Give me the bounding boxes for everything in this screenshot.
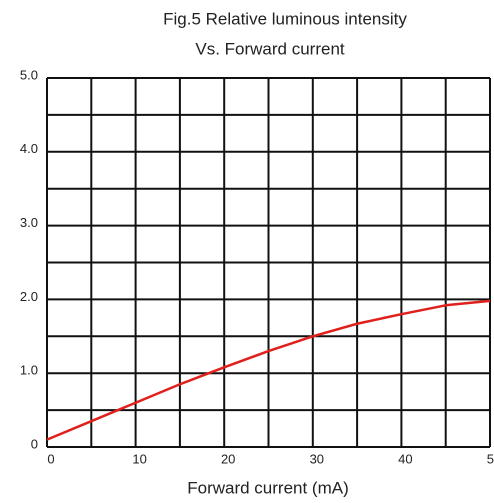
x-tick-label: 0 xyxy=(47,451,54,466)
x-tick-label: 10 xyxy=(132,451,146,466)
x-tick-label: 50 xyxy=(487,451,494,466)
x-axis-label: Forward current (mA) xyxy=(187,478,349,497)
chart-subtitle: Vs. Forward current xyxy=(195,39,345,58)
y-tick-label: 0 xyxy=(31,436,38,451)
y-tick-label: 3.0 xyxy=(20,215,38,230)
x-tick-label: 40 xyxy=(398,451,412,466)
chart-title: Fig.5 Relative luminous intensity xyxy=(163,9,407,28)
y-tick-label: 5.0 xyxy=(20,67,38,82)
y-tick-label: 4.0 xyxy=(20,141,38,156)
data-line xyxy=(46,299,491,441)
x-tick-label: 20 xyxy=(221,451,235,466)
y-tick-label: 2.0 xyxy=(20,289,38,304)
y-tick-label: 1.0 xyxy=(20,363,38,378)
x-tick-label: 30 xyxy=(310,451,324,466)
